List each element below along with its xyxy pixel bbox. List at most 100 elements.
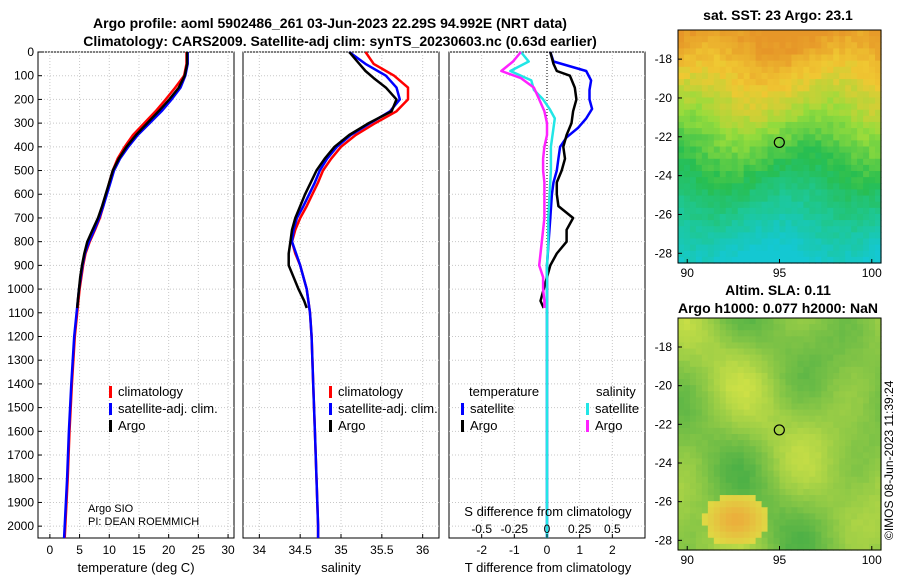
map-cell bbox=[845, 519, 852, 527]
map-cell bbox=[731, 85, 739, 92]
map-cell bbox=[875, 97, 882, 105]
map-cell bbox=[767, 54, 775, 62]
map-cell bbox=[719, 409, 727, 417]
map-cell bbox=[743, 30, 751, 37]
map-cell bbox=[791, 372, 799, 380]
map-cell bbox=[767, 537, 775, 545]
map-cell bbox=[678, 121, 685, 129]
map-cell bbox=[767, 36, 775, 43]
map-cell bbox=[815, 85, 822, 92]
map-cell bbox=[761, 244, 769, 252]
map-cell bbox=[773, 427, 781, 435]
map-cell bbox=[803, 146, 810, 154]
map-cell bbox=[689, 60, 697, 68]
map-cell bbox=[678, 201, 685, 209]
map-cell bbox=[857, 152, 864, 160]
map-cell bbox=[851, 121, 858, 129]
map-cell bbox=[743, 318, 751, 325]
map-cell bbox=[773, 48, 781, 56]
map-cell bbox=[755, 421, 763, 429]
map-cell bbox=[678, 415, 685, 423]
map-cell bbox=[839, 324, 846, 331]
map-cell bbox=[833, 482, 840, 490]
map-cell bbox=[803, 318, 810, 325]
map-cell bbox=[869, 128, 876, 135]
map-cell bbox=[821, 324, 828, 331]
map-cell bbox=[755, 115, 763, 123]
map-cell bbox=[845, 421, 852, 429]
title-line-1: Argo profile: aoml 5902486_261 03-Jun-20… bbox=[93, 15, 567, 31]
map-cell bbox=[719, 348, 727, 356]
map-cell bbox=[725, 519, 733, 527]
map-cell bbox=[875, 140, 882, 148]
map-cell bbox=[678, 507, 685, 514]
map-cell bbox=[839, 330, 846, 337]
map-cell bbox=[785, 72, 793, 80]
map-cell bbox=[815, 128, 822, 135]
map-cell bbox=[779, 232, 787, 240]
map-cell bbox=[863, 54, 870, 62]
map-cell bbox=[683, 525, 691, 533]
map-cell bbox=[743, 427, 751, 435]
map-cell bbox=[701, 519, 709, 527]
map-cell bbox=[821, 391, 828, 398]
map-cell bbox=[743, 232, 751, 240]
map-cell bbox=[755, 324, 763, 331]
map-cell bbox=[725, 324, 733, 331]
map-cell bbox=[678, 109, 685, 117]
x-tick-label: 35.5 bbox=[370, 543, 394, 557]
map-cell bbox=[755, 195, 763, 203]
x-tick-label: 1 bbox=[576, 543, 583, 557]
map-cell bbox=[749, 470, 757, 478]
map-cell bbox=[833, 158, 840, 166]
map-cell bbox=[785, 250, 793, 258]
map-cell bbox=[683, 30, 691, 37]
map-cell bbox=[683, 470, 691, 478]
map-cell bbox=[755, 171, 763, 178]
map-cell bbox=[803, 164, 810, 172]
map-cell bbox=[839, 54, 846, 62]
map-cell bbox=[779, 372, 787, 380]
map-cell bbox=[707, 134, 715, 141]
map-cell bbox=[755, 201, 763, 209]
map-x-tick-label: 95 bbox=[773, 553, 787, 567]
map-cell bbox=[797, 103, 804, 111]
map-cell bbox=[851, 421, 858, 429]
map-cell bbox=[803, 452, 810, 460]
map-cell bbox=[827, 495, 834, 502]
map-cell bbox=[707, 146, 715, 154]
map-cell bbox=[797, 495, 804, 502]
legend-s-argo-label: Argo bbox=[595, 418, 622, 433]
x-tick-label: 0 bbox=[47, 543, 54, 557]
map-cell bbox=[821, 134, 828, 141]
map-cell bbox=[725, 348, 733, 356]
map-cell bbox=[833, 183, 840, 191]
map-cell bbox=[857, 207, 864, 215]
map-cell bbox=[707, 342, 715, 350]
y-tick-label: 1000 bbox=[7, 282, 34, 296]
map-cell bbox=[773, 354, 781, 362]
map-cell bbox=[749, 36, 757, 43]
map-cell bbox=[773, 525, 781, 533]
map-cell bbox=[851, 543, 858, 551]
map-cell bbox=[701, 213, 709, 221]
x-tick-label: 10 bbox=[103, 543, 117, 557]
map-cell bbox=[725, 409, 733, 417]
map-cell bbox=[719, 115, 727, 123]
map-cell bbox=[743, 403, 751, 411]
map-cell bbox=[719, 128, 727, 135]
map-cell bbox=[827, 330, 834, 337]
map-cell bbox=[689, 415, 697, 423]
map-cell bbox=[815, 342, 822, 350]
map-cell bbox=[845, 440, 852, 447]
y-tick-label: 200 bbox=[14, 92, 34, 106]
map-cell bbox=[809, 72, 816, 80]
map-cell bbox=[875, 403, 882, 411]
map-cell bbox=[773, 336, 781, 344]
map-cell bbox=[749, 366, 757, 374]
map-cell bbox=[869, 238, 876, 246]
map-cell bbox=[725, 220, 733, 227]
map-cell bbox=[803, 207, 810, 215]
map-cell bbox=[851, 226, 858, 233]
map-cell bbox=[839, 213, 846, 221]
